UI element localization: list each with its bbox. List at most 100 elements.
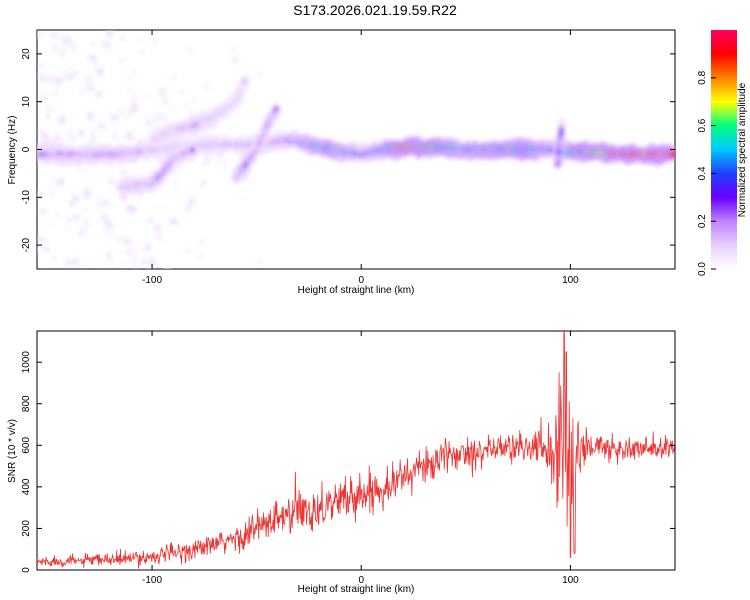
spectrogram-speckle (185, 205, 192, 212)
spectrogram-speckle (116, 237, 121, 242)
spectrogram-speckle (68, 200, 75, 207)
spectrogram-speckle (71, 257, 80, 266)
spectrogram-speckle (127, 77, 132, 82)
spectrogram-y-tick-label: 10 (21, 96, 32, 108)
spectrogram-speckle (117, 108, 124, 115)
spectrogram-speckle (69, 135, 77, 143)
spectrogram-core (189, 146, 196, 154)
spectrogram-speckle (218, 151, 225, 159)
spectrogram-speckle (37, 246, 40, 252)
spectrogram-speckle (71, 194, 80, 203)
spectrogram-speckle (204, 156, 211, 164)
spectrogram-speckle (58, 35, 66, 43)
spectrogram-speckle (87, 84, 94, 91)
spectrogram-speckle (83, 188, 91, 196)
spectrogram-blobs (37, 30, 675, 269)
snr-y-tick-label: 200 (21, 520, 32, 537)
spectrogram-y-tick-label: -20 (21, 237, 32, 252)
spectrogram-speckle (222, 162, 227, 167)
spectrogram-speckle (64, 73, 72, 81)
spectrogram-speckle (54, 133, 61, 141)
snr-y-tick-label: 0 (21, 567, 32, 573)
spectrogram-speckle (101, 39, 109, 48)
colorbar-tick-label: 0.8 (697, 70, 708, 84)
spectrogram-speckle (127, 90, 131, 94)
spectrogram-speckle (144, 242, 152, 250)
spectrogram-speckle (61, 69, 67, 75)
spectrogram-speckle (197, 253, 203, 259)
spectrogram-speckle (51, 91, 57, 97)
spectrogram-speckle (169, 104, 174, 109)
spectrogram-speckle (42, 248, 48, 253)
spectrogram-speckle (44, 229, 48, 233)
spectrogram-speckle (162, 98, 169, 105)
spectrogram-speckle (149, 258, 157, 266)
snr-x-label: Height of straight line (km) (298, 584, 415, 595)
spectrogram-speckle (50, 180, 56, 186)
spectrogram-x-label: Height of straight line (km) (298, 285, 415, 296)
colorbar-bar (711, 30, 737, 269)
spectrogram-speckle (59, 52, 65, 58)
spectrogram-speckle (80, 92, 84, 96)
spectrogram-speckle (199, 181, 205, 187)
spectrogram-speckle (103, 228, 109, 234)
spectrogram-speckle (86, 112, 95, 120)
spectrogram-speckle (38, 129, 44, 135)
spectrogram-speckle (66, 217, 72, 223)
spectrogram-speckle (152, 113, 159, 120)
spectrogram-x-tick-label: 0 (358, 275, 364, 286)
spectrogram-speckle (83, 82, 87, 86)
spectrogram-speckle (64, 259, 72, 267)
spectrogram-speckle (171, 74, 177, 80)
spectrogram-speckle (173, 182, 178, 187)
spectrogram-speckle (53, 45, 59, 51)
spectrogram-speckle (112, 133, 118, 140)
spectrogram-speckle (158, 87, 167, 95)
spectrogram-speckle (145, 93, 149, 98)
spectrogram-speckle (94, 90, 103, 99)
spectrogram-speckle (96, 68, 104, 76)
spectrogram-speckle (156, 204, 162, 210)
spectrogram-speckle (125, 113, 131, 120)
snr-y-tick-label: 800 (21, 395, 32, 412)
snr-y-tick-label: 400 (21, 478, 32, 495)
spectrogram-core (558, 125, 565, 133)
spectrogram-speckle (107, 162, 113, 168)
spectrogram-speckle (139, 49, 146, 56)
spectrogram-speckle (110, 230, 115, 234)
spectrogram-speckle (148, 218, 154, 224)
spectrogram-speckle (96, 195, 101, 199)
spectrogram-speckle (125, 131, 133, 140)
spectrogram-speckle (45, 105, 51, 111)
spectrogram-speckle (41, 132, 50, 140)
spectrogram-speckle (49, 76, 55, 81)
spectrogram-speckle (79, 88, 84, 93)
spectrogram-speckle (162, 115, 169, 122)
spectrogram-x-tick-label: -100 (142, 275, 162, 286)
spectrogram-speckle (40, 238, 44, 242)
spectrogram-speckle (83, 168, 90, 174)
snr-x-tick-label: -100 (142, 575, 162, 586)
spectrogram-speckle (53, 173, 57, 178)
spectrogram-speckle (118, 58, 124, 64)
spectrogram-speckle (50, 32, 57, 39)
spectrogram-speckle (146, 264, 153, 269)
spectrogram-speckle (67, 130, 72, 135)
colorbar: 0.0 0.2 0.4 0.6 0.8 Normalized spectral ampl… (697, 30, 748, 276)
spectrogram-speckle (53, 212, 59, 219)
snr-x-tick-label: 100 (562, 575, 579, 586)
spectrogram-speckle (135, 36, 141, 42)
colorbar-tick-label: 0.6 (697, 118, 708, 132)
spectrogram-y-tick-label: 20 (21, 48, 32, 60)
colorbar-label: Normalized spectral amplitude (737, 82, 748, 217)
snr-y-label: SNR (10 * v/v) (7, 419, 18, 483)
spectrogram-speckle (130, 136, 135, 141)
spectrogram-speckle (200, 161, 208, 168)
spectrogram-speckle (39, 94, 47, 102)
spectrogram-speckle (192, 97, 198, 103)
spectrogram-speckle (104, 219, 111, 226)
spectrogram-speckle (37, 31, 41, 39)
spectrogram-speckle (37, 190, 44, 198)
spectrogram-speckle (99, 73, 104, 77)
